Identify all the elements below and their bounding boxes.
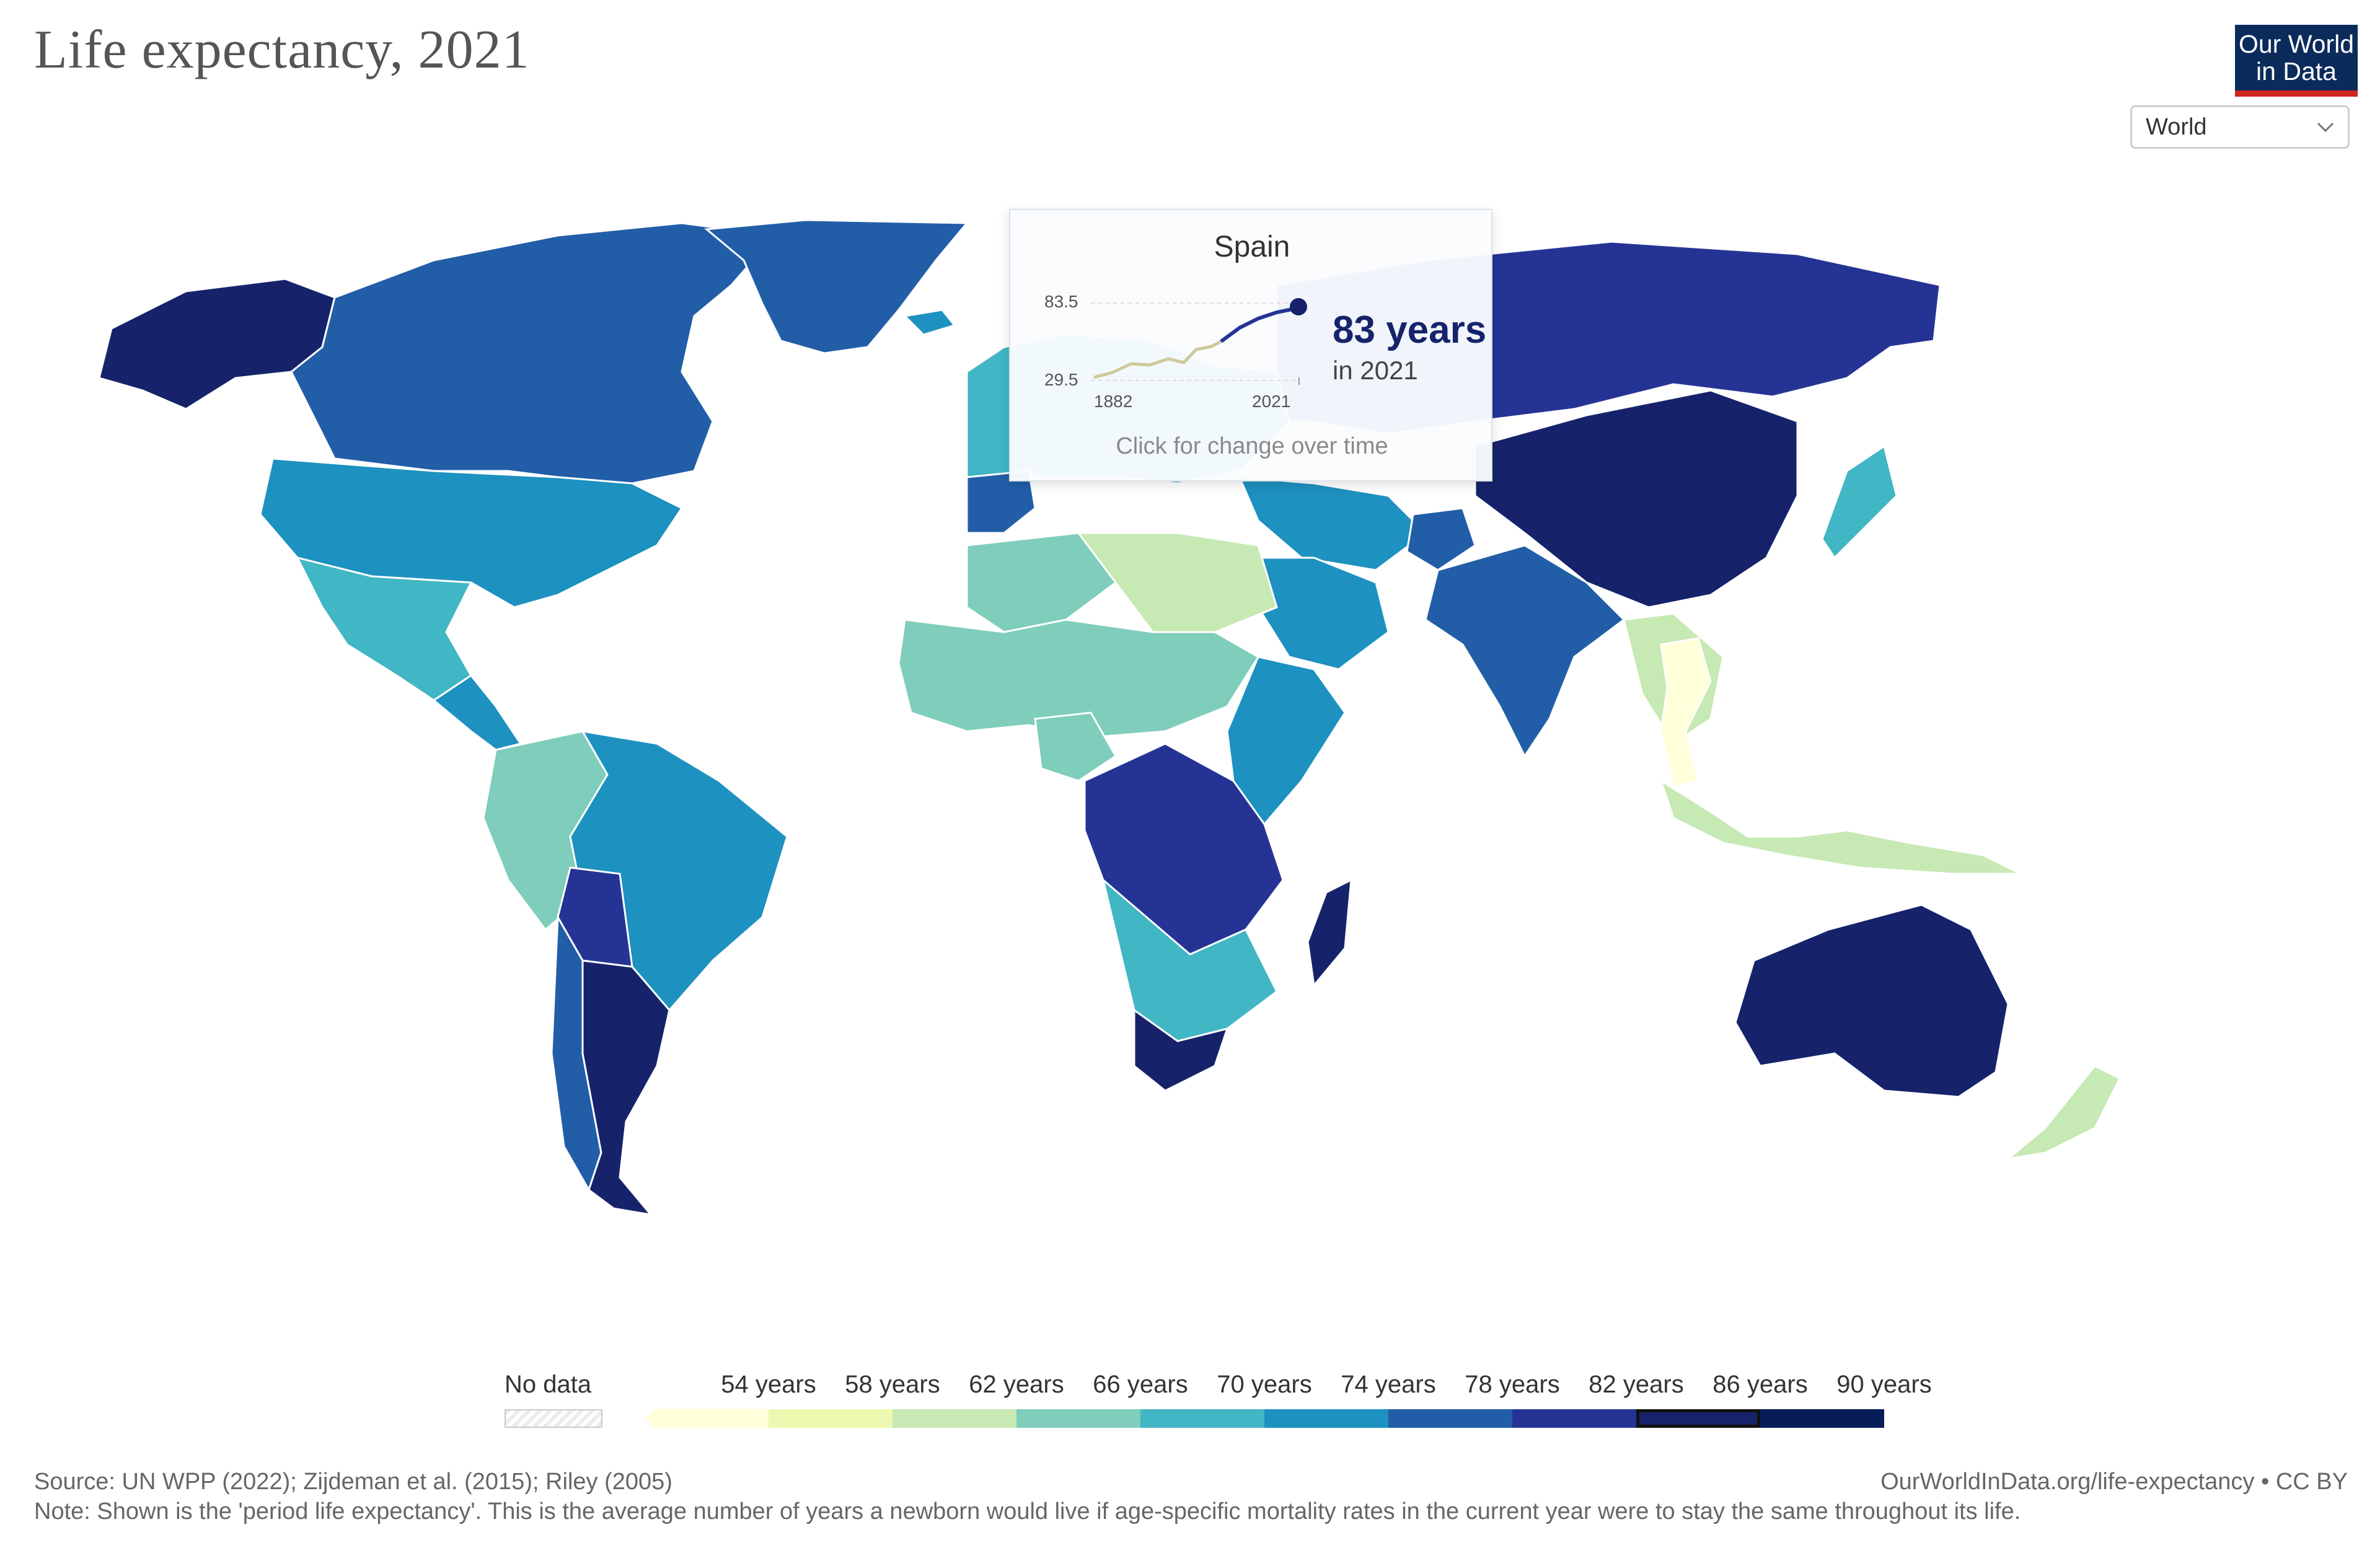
country-tooltip[interactable]: Spain 83.5 29.5 1882 2021 83 years in 20… bbox=[1009, 209, 1492, 482]
legend-label: 62 years bbox=[969, 1371, 1064, 1398]
legend-label: 90 years bbox=[1836, 1371, 1932, 1398]
legend-label: 58 years bbox=[845, 1371, 940, 1398]
legend-bin[interactable] bbox=[1388, 1409, 1512, 1428]
owid-logo[interactable]: Our World in Data bbox=[2235, 25, 2358, 97]
footer-note: Note: Shown is the 'period life expectan… bbox=[34, 1498, 2021, 1524]
legend-bin[interactable] bbox=[1512, 1409, 1636, 1428]
legend-bin[interactable] bbox=[1760, 1409, 1884, 1428]
tooltip-value: 83 years bbox=[1333, 309, 1487, 351]
country-middle-east[interactable]: Middle East bbox=[1238, 476, 1427, 571]
legend-label: 74 years bbox=[1341, 1371, 1436, 1398]
legend-bin[interactable] bbox=[1140, 1409, 1264, 1428]
legend-bin[interactable] bbox=[892, 1409, 1016, 1428]
legend-bin[interactable] bbox=[1264, 1409, 1388, 1428]
country-argentina[interactable]: Spain bbox=[581, 959, 671, 1216]
legend-bin-lowest[interactable] bbox=[645, 1409, 769, 1428]
logo-line-1: Our World bbox=[2238, 30, 2355, 58]
region-select[interactable]: World bbox=[2130, 105, 2350, 149]
country-new-zealand[interactable]: Afghanistan bbox=[2004, 1065, 2122, 1161]
footer-source[interactable]: Source: UN WPP (2022); Zijdeman et al. (… bbox=[34, 1469, 672, 1495]
sparkline-recent-line bbox=[1220, 305, 1300, 343]
footer-url[interactable]: OurWorldInData.org/life-expectancy • CC … bbox=[1880, 1469, 2348, 1495]
country-japan[interactable]: India bbox=[1821, 444, 1898, 560]
legend-label: 66 years bbox=[1093, 1371, 1188, 1398]
chevron-down-icon bbox=[2317, 122, 2334, 133]
tooltip-x-start: 1882 bbox=[1094, 392, 1133, 411]
country-canada[interactable]: Alaska (United States) bbox=[290, 222, 777, 485]
region-select-value: World bbox=[2146, 113, 2207, 140]
country-south-africa[interactable]: Australia bbox=[1133, 1008, 1229, 1092]
country-nigeria[interactable]: Madagascar bbox=[1034, 711, 1117, 782]
logo-line-2: in Data bbox=[2256, 57, 2337, 86]
tooltip-x-end: 2021 bbox=[1252, 392, 1291, 411]
world-map[interactable]: Canada Alaska (United States) United Sta… bbox=[0, 186, 2380, 1239]
legend-label: 70 years bbox=[1217, 1371, 1312, 1398]
country-madagascar[interactable]: New Zealand bbox=[1307, 878, 1352, 988]
country-indonesia[interactable]: Central Africa bbox=[1659, 778, 2021, 875]
legend-label: 82 years bbox=[1589, 1371, 1684, 1398]
sparkline-endpoint bbox=[1290, 298, 1307, 315]
country-afghanistan[interactable]: Saudi Arabia bbox=[1406, 507, 1476, 571]
legend-label: 78 years bbox=[1465, 1371, 1560, 1398]
tooltip-year: in 2021 bbox=[1333, 356, 1418, 385]
country-india[interactable]: Algeria bbox=[1424, 544, 1626, 758]
legend-no-data-swatch[interactable] bbox=[505, 1409, 602, 1428]
tooltip-sparkline bbox=[1091, 298, 1307, 385]
legend-no-data-label: No data bbox=[505, 1371, 592, 1398]
country-east-africa[interactable]: Southeast Asia bbox=[1226, 656, 1346, 826]
country-saudi-arabia[interactable]: North Africa bbox=[1251, 557, 1390, 671]
country-china[interactable]: Japan bbox=[1474, 389, 1799, 609]
country-north-africa[interactable]: Southern Africa bbox=[1077, 532, 1278, 633]
world-map-svg[interactable]: Canada Alaska (United States) United Sta… bbox=[0, 186, 2380, 1239]
tooltip-y-min: 29.5 bbox=[1044, 370, 1078, 389]
country-thailand[interactable]: Nigeria bbox=[1660, 637, 1712, 788]
chart-title: Life expectancy, 2021 bbox=[34, 20, 530, 80]
country-sahel[interactable]: South Africa bbox=[897, 618, 1260, 739]
legend-bin[interactable] bbox=[769, 1409, 892, 1428]
tooltip-country-name: Spain bbox=[1214, 231, 1290, 263]
country-greenland[interactable]: United States bbox=[704, 219, 969, 354]
legend-label: 54 years bbox=[721, 1371, 816, 1398]
tooltip-y-max: 83.5 bbox=[1044, 292, 1078, 311]
tooltip-note: Click for change over time bbox=[1116, 433, 1388, 459]
country-iceland[interactable]: Greenland bbox=[902, 309, 956, 336]
country-australia[interactable]: Iceland bbox=[1734, 904, 2009, 1098]
legend-bin[interactable] bbox=[1016, 1409, 1140, 1428]
legend-label: 86 years bbox=[1712, 1371, 1808, 1398]
legend-bin[interactable] bbox=[1636, 1409, 1760, 1428]
sparkline-early-line bbox=[1093, 340, 1222, 379]
